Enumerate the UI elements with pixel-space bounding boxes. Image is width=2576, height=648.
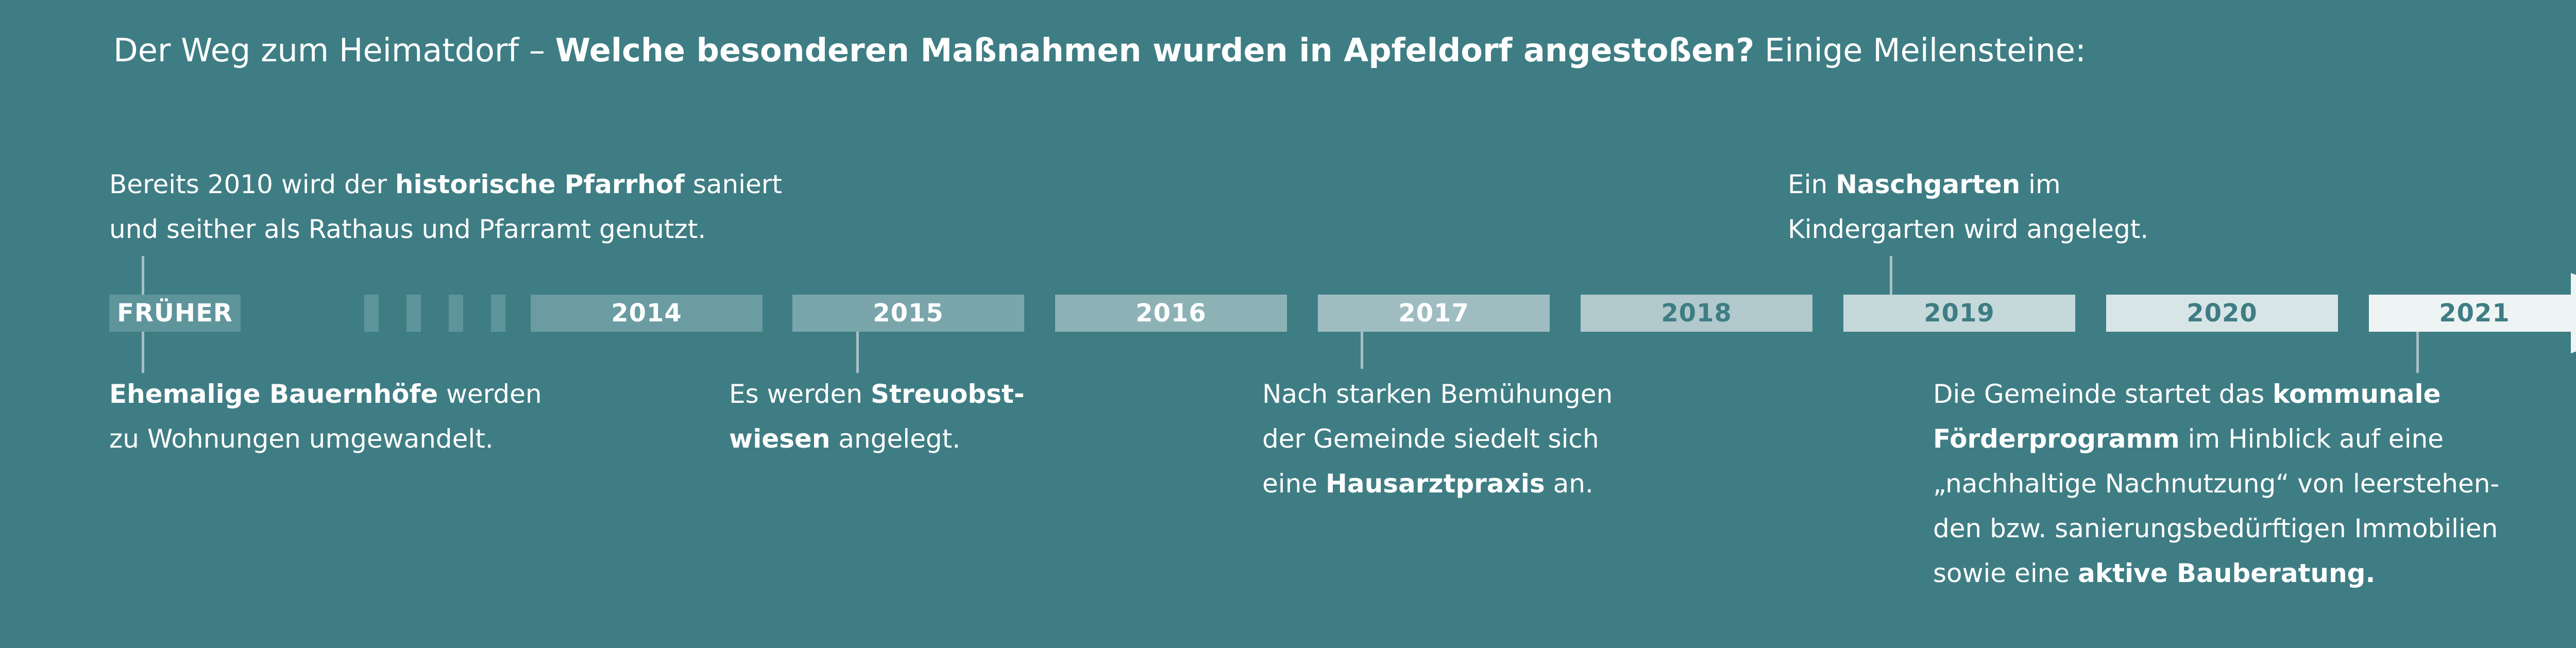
timeline-label-2020: 2020: [2187, 299, 2258, 328]
note-line: Förderprogramm im Hinblick auf eine: [1933, 417, 2499, 462]
note-line: Ehemalige Bauernhöfe werden: [109, 372, 542, 417]
note-hausarzt: Nach starken Bemühungen der Gemeinde sie…: [1262, 372, 1613, 506]
note-foerder: Die Gemeinde startet das kommunale Förde…: [1933, 372, 2499, 596]
timeline-label-2021: 2021: [2439, 299, 2510, 328]
note-line: den bzw. sanierungsbedürftigen Immobilie…: [1933, 514, 2498, 543]
note-text: sowie eine: [1933, 558, 2078, 588]
note-line: wiesen angelegt.: [729, 417, 1025, 462]
timeline-segment-2016: 2016: [1055, 295, 1287, 332]
page-title: Der Weg zum Heimatdorf – Welche besonder…: [113, 30, 2086, 71]
connector-hausarzt: [1361, 332, 1363, 369]
note-line: Kindergarten wird angelegt.: [1788, 214, 2149, 244]
timeline-label-frueher: FRÜHER: [117, 299, 233, 328]
note-line: zu Wohnungen umgewandelt.: [109, 424, 494, 454]
note-line: sowie eine aktive Bauberatung.: [1933, 551, 2499, 596]
connector-bauernhoefe: [142, 332, 144, 373]
note-text: Bereits 2010 wird der: [109, 169, 395, 199]
title-part-2-bold: Welche besonderen Maßnahmen wurden in Ap…: [555, 31, 1755, 69]
note-text: Ein: [1788, 169, 1836, 199]
note-naschgarten: Ein Naschgarten im Kindergarten wird ang…: [1788, 162, 2148, 252]
note-line: Nach starken Bemühungen: [1262, 379, 1613, 409]
timeline-label-2018: 2018: [1661, 299, 1732, 328]
note-text: im Hinblick auf eine: [2179, 424, 2444, 454]
note-highlight: aktive Bauberatung.: [2078, 558, 2376, 588]
note-line: Es werden Streuobst-: [729, 372, 1025, 417]
title-part-1: Der Weg zum Heimatdorf –: [113, 31, 555, 69]
note-highlight: kommunale: [2273, 379, 2441, 409]
note-highlight: Streuobst-: [870, 379, 1025, 409]
note-line: Die Gemeinde startet das kommunale: [1933, 372, 2499, 417]
timeline-gap-dash: [364, 295, 379, 332]
timeline-segment-2019: 2019: [1843, 295, 2075, 332]
note-bauernhoefe: Ehemalige Bauernhöfe werden zu Wohnungen…: [109, 372, 542, 462]
timeline-gap-dash: [491, 295, 505, 332]
note-line: eine Hausarztpraxis an.: [1262, 462, 1613, 506]
title-part-3: Einige Meilensteine:: [1754, 31, 2086, 69]
connector-naschgarten: [1890, 256, 1892, 295]
timeline-segment-2018: 2018: [1581, 295, 1812, 332]
note-streuobst: Es werden Streuobst- wiesen angelegt.: [729, 372, 1025, 462]
connector-foerder: [2416, 332, 2419, 373]
note-highlight: historische Pfarrhof: [395, 169, 685, 199]
timeline-segment-frueher: FRÜHER: [109, 295, 241, 332]
timeline-segment-2017: 2017: [1318, 295, 1550, 332]
note-line: der Gemeinde siedelt sich: [1262, 424, 1599, 454]
note-highlight: Ehemalige Bauernhöfe: [109, 379, 438, 409]
note-line: Bereits 2010 wird der historische Pfarrh…: [109, 162, 782, 207]
note-text: an.: [1545, 469, 1594, 499]
note-text: werden: [438, 379, 542, 409]
timeline-segment-2020: 2020: [2106, 295, 2338, 332]
timeline-segment-2014: 2014: [531, 295, 762, 332]
connector-pfarrhof: [142, 256, 144, 295]
timeline-label-2014: 2014: [611, 299, 682, 328]
timeline-label-2017: 2017: [1398, 299, 1469, 328]
note-text: angelegt.: [830, 424, 961, 454]
note-highlight: Hausarztpraxis: [1326, 469, 1545, 499]
note-line: „nachhaltige Nachnutzung“ von leerstehen…: [1933, 469, 2500, 499]
note-line: Ein Naschgarten im: [1788, 162, 2148, 207]
note-highlight: Naschgarten: [1836, 169, 2021, 199]
note-line: und seither als Rathaus und Pfarramt gen…: [109, 214, 706, 244]
timeline-segment-2021: 2021: [2369, 295, 2576, 332]
timeline-gap-dash: [449, 295, 463, 332]
note-text: im: [2020, 169, 2061, 199]
timeline-label-2015: 2015: [873, 299, 944, 328]
timeline-label-2019: 2019: [1924, 299, 1995, 328]
connector-streuobst: [856, 332, 859, 373]
timeline-label-2016: 2016: [1136, 299, 1207, 328]
note-text: saniert: [684, 169, 783, 199]
note-highlight: Förderprogramm: [1933, 424, 2180, 454]
note-text: Die Gemeinde startet das: [1933, 379, 2273, 409]
timeline-gap-dash: [406, 295, 421, 332]
note-text: Es werden: [729, 379, 871, 409]
note-highlight: wiesen: [729, 424, 831, 454]
note-pfarrhof: Bereits 2010 wird der historische Pfarrh…: [109, 162, 782, 252]
note-text: eine: [1262, 469, 1326, 499]
timeline-segment-2015: 2015: [792, 295, 1024, 332]
